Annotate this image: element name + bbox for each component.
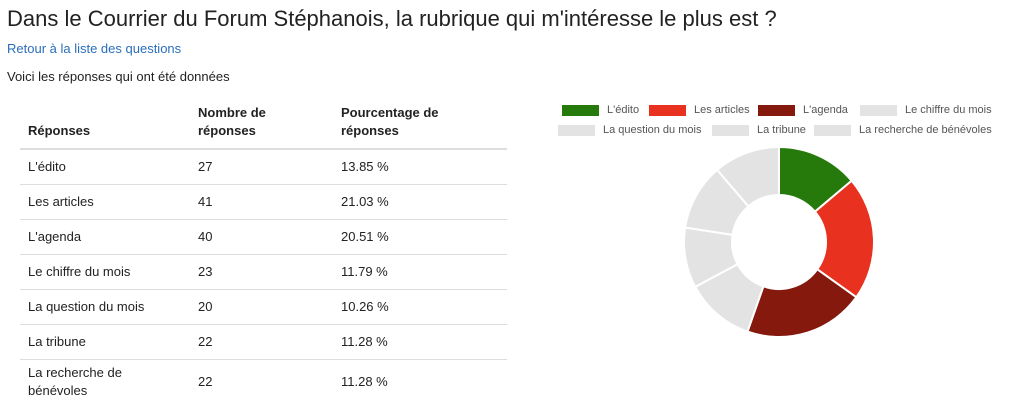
cell-count: 41 bbox=[190, 184, 333, 220]
legend-item: La recherche de bénévoles bbox=[814, 124, 992, 136]
cell-response: La tribune bbox=[20, 324, 190, 360]
cell-response: La recherche de bénévoles bbox=[20, 359, 190, 404]
cell-count: 27 bbox=[190, 148, 333, 185]
table-row: La tribune 22 11.28 % bbox=[20, 324, 507, 360]
back-to-questions-link[interactable]: Retour à la liste des questions bbox=[7, 41, 182, 56]
header-count: Nombre de réponses bbox=[190, 98, 333, 150]
donut-slice bbox=[715, 145, 780, 208]
legend-swatch bbox=[649, 104, 686, 116]
cell-count: 20 bbox=[190, 289, 333, 325]
legend-item: La tribune bbox=[712, 124, 806, 136]
donut-slice bbox=[813, 179, 875, 299]
cell-percent: 13.85 % bbox=[333, 148, 507, 185]
table-row: Les articles 41 21.03 % bbox=[20, 184, 507, 220]
table-row: La question du mois 20 10.26 % bbox=[20, 289, 507, 325]
cell-percent: 10.26 % bbox=[333, 289, 507, 325]
legend-swatch bbox=[712, 124, 749, 136]
cell-response: Les articles bbox=[20, 184, 190, 220]
cell-response: L'agenda bbox=[20, 219, 190, 255]
cell-response: Le chiffre du mois bbox=[20, 254, 190, 290]
legend-item: Le chiffre du mois bbox=[860, 104, 992, 116]
legend-swatch bbox=[562, 104, 599, 116]
cell-response: L'édito bbox=[20, 148, 190, 185]
cell-count: 23 bbox=[190, 254, 333, 290]
cell-response: La question du mois bbox=[20, 289, 190, 325]
donut-slice bbox=[746, 267, 858, 338]
legend-item: L'édito bbox=[562, 104, 639, 116]
legend-swatch bbox=[558, 124, 595, 136]
table-row: La recherche de bénévoles 22 11.28 % bbox=[20, 359, 507, 404]
cell-count: 40 bbox=[190, 219, 333, 255]
header-percent: Pourcentage de réponses bbox=[333, 98, 507, 150]
cell-percent: 11.28 % bbox=[333, 324, 507, 360]
legend-label: La recherche de bénévoles bbox=[859, 124, 992, 136]
legend-item: La question du mois bbox=[558, 124, 701, 136]
table-row: Le chiffre du mois 23 11.79 % bbox=[20, 254, 507, 290]
legend-item: L'agenda bbox=[758, 104, 848, 116]
legend-label: L'édito bbox=[607, 104, 640, 116]
cell-percent: 20.51 % bbox=[333, 219, 507, 255]
cell-count: 22 bbox=[190, 359, 333, 404]
legend-label: Les articles bbox=[694, 104, 750, 116]
legend-swatch bbox=[758, 104, 795, 116]
legend-swatch bbox=[814, 124, 851, 136]
legend-label: L'agenda bbox=[803, 104, 848, 116]
table-row: L'agenda 40 20.51 % bbox=[20, 219, 507, 255]
responses-table: Réponses Nombre de réponses Pourcentage … bbox=[20, 98, 507, 404]
header-responses: Réponses bbox=[20, 98, 190, 150]
cell-percent: 11.28 % bbox=[333, 359, 507, 404]
cell-percent: 21.03 % bbox=[333, 184, 507, 220]
cell-count: 22 bbox=[190, 324, 333, 360]
legend-label: La question du mois bbox=[603, 124, 702, 136]
legend-item: Les articles bbox=[649, 104, 750, 116]
legend-label: La tribune bbox=[757, 124, 806, 136]
table-row: L'édito 27 13.85 % bbox=[20, 148, 507, 185]
legend-label: Le chiffre du mois bbox=[905, 104, 992, 116]
intro-text: Voici les réponses qui ont été données bbox=[7, 69, 230, 84]
legend-swatch bbox=[860, 104, 897, 116]
cell-percent: 11.79 % bbox=[333, 254, 507, 290]
page-title: Dans le Courrier du Forum Stéphanois, la… bbox=[7, 6, 777, 31]
